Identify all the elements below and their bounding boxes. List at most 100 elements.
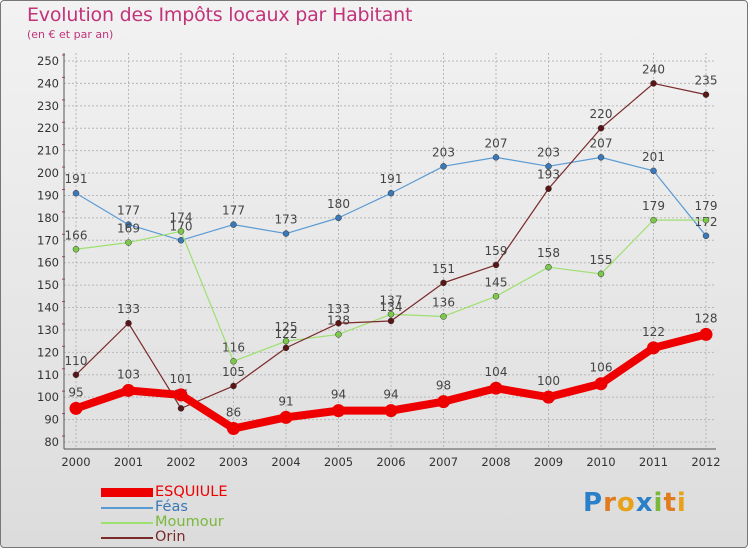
data-label: 235 bbox=[695, 74, 718, 88]
data-point bbox=[230, 358, 237, 365]
legend-swatch bbox=[101, 488, 153, 497]
data-point bbox=[282, 344, 290, 352]
data-label: 179 bbox=[695, 199, 718, 213]
data-label: 103 bbox=[117, 367, 140, 381]
chart-legend: ESQUIULE Féas Moumour Orin bbox=[101, 485, 228, 545]
data-point bbox=[227, 422, 240, 436]
data-label: 158 bbox=[537, 246, 560, 260]
y-tick-label: 170 bbox=[37, 233, 59, 247]
data-label: 94 bbox=[331, 388, 346, 402]
y-tick-label: 240 bbox=[37, 76, 59, 90]
data-label: 98 bbox=[436, 379, 451, 393]
data-point bbox=[335, 214, 342, 222]
data-point bbox=[597, 154, 605, 161]
x-tick-label: 2008 bbox=[481, 455, 510, 469]
y-tick-label: 140 bbox=[37, 301, 59, 315]
x-tick-label: 2009 bbox=[534, 455, 563, 469]
data-point bbox=[650, 216, 657, 224]
y-tick-label: 180 bbox=[37, 211, 59, 225]
series-moumour: 166 169 174 116 125 128 137 136 145 158 155 179 179 bbox=[65, 199, 718, 365]
logo-letter: x bbox=[635, 488, 654, 518]
data-point bbox=[177, 405, 185, 412]
x-tick-label: 2004 bbox=[271, 455, 300, 469]
legend-item-orin: Orin bbox=[101, 530, 228, 545]
legend-swatch bbox=[101, 521, 153, 524]
data-label: 169 bbox=[117, 222, 140, 236]
y-tick-label: 160 bbox=[37, 256, 59, 270]
data-label: 180 bbox=[327, 197, 350, 211]
series-féas: 191177170177173180191203207203207201172 bbox=[65, 136, 717, 244]
data-label: 207 bbox=[485, 136, 508, 150]
logo-letter: r bbox=[603, 488, 617, 518]
y-tick-label: 110 bbox=[37, 368, 59, 382]
data-label: 110 bbox=[65, 354, 88, 368]
data-point bbox=[72, 371, 80, 379]
y-tick-label: 120 bbox=[37, 345, 59, 359]
data-label: 122 bbox=[275, 327, 298, 341]
data-point bbox=[230, 221, 237, 228]
data-point bbox=[440, 163, 447, 170]
data-point bbox=[125, 239, 132, 246]
x-tick-label: 2011 bbox=[639, 455, 668, 469]
data-label: 106 bbox=[590, 361, 613, 375]
data-point bbox=[174, 388, 188, 402]
data-label: 100 bbox=[537, 374, 560, 388]
data-point bbox=[69, 401, 83, 415]
data-point bbox=[545, 163, 552, 170]
data-point bbox=[72, 246, 80, 253]
data-label: 136 bbox=[432, 295, 455, 309]
x-tick-label: 2010 bbox=[586, 455, 615, 469]
data-label: 203 bbox=[432, 145, 455, 159]
data-point bbox=[702, 232, 710, 240]
y-tick-label: 190 bbox=[37, 188, 59, 202]
x-tick-label: 2005 bbox=[324, 455, 353, 469]
data-label: 193 bbox=[537, 168, 560, 182]
data-label: 91 bbox=[278, 394, 293, 408]
data-label: 104 bbox=[485, 365, 508, 379]
proxiti-logo: Proxiti bbox=[583, 488, 687, 518]
x-tick-label: 2012 bbox=[691, 455, 720, 469]
data-point bbox=[282, 337, 290, 345]
data-point bbox=[72, 189, 80, 197]
y-tick-label: 80 bbox=[44, 435, 59, 449]
logo-letter: i bbox=[676, 488, 687, 518]
logo-letter: o bbox=[616, 488, 636, 518]
y-tick-label: 100 bbox=[37, 390, 59, 404]
y-tick-label: 150 bbox=[37, 278, 59, 292]
data-point bbox=[335, 319, 342, 327]
data-label: 174 bbox=[170, 210, 193, 224]
data-label: 134 bbox=[380, 300, 403, 314]
data-label: 170 bbox=[170, 219, 193, 233]
data-point bbox=[647, 341, 660, 355]
y-tick-label: 200 bbox=[37, 166, 59, 180]
data-point bbox=[594, 377, 608, 391]
data-label: 220 bbox=[590, 107, 613, 121]
data-label: 105 bbox=[222, 365, 245, 379]
data-label: 177 bbox=[117, 204, 140, 218]
data-label: 173 bbox=[275, 213, 298, 227]
data-label: 122 bbox=[642, 325, 665, 339]
data-label: 191 bbox=[380, 172, 403, 186]
data-point bbox=[492, 154, 500, 161]
data-label: 201 bbox=[642, 150, 665, 164]
data-point bbox=[699, 327, 713, 341]
x-tick-label: 2003 bbox=[219, 455, 248, 469]
data-label: 191 bbox=[65, 172, 88, 186]
data-point bbox=[387, 317, 395, 325]
data-point bbox=[125, 221, 132, 228]
data-point bbox=[650, 167, 657, 175]
logo-letter: t bbox=[663, 488, 677, 518]
data-point bbox=[492, 293, 500, 300]
legend-item-esquiule: ESQUIULE bbox=[101, 485, 228, 500]
data-point bbox=[335, 331, 342, 338]
legend-swatch bbox=[101, 536, 153, 539]
x-tick-label: 2002 bbox=[166, 455, 195, 469]
y-tick-label: 90 bbox=[44, 413, 59, 427]
y-tick-label: 210 bbox=[37, 144, 59, 158]
data-point bbox=[440, 313, 447, 320]
data-label: 177 bbox=[222, 204, 245, 218]
data-label: 133 bbox=[327, 302, 350, 316]
legend-swatch bbox=[101, 506, 153, 509]
data-label: 145 bbox=[485, 275, 508, 289]
